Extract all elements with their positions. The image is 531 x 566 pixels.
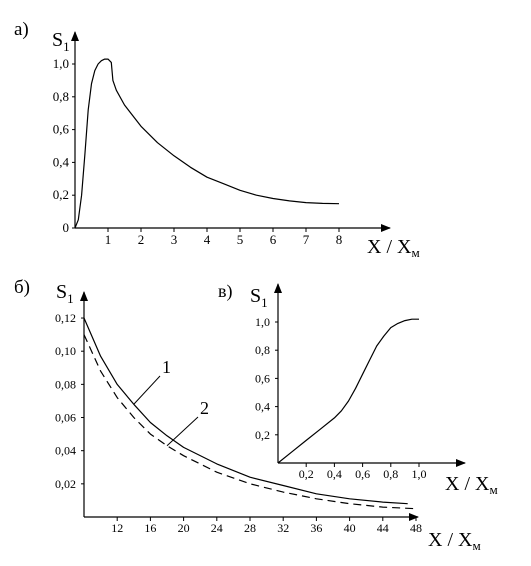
y-tick-label: 0,12 [55,311,76,325]
series-line-1 [74,58,340,229]
series-label: 2 [200,398,209,418]
y-tick-label: 0,04 [55,444,76,458]
chart-panel-a: а) S1X / Xм1 2 3 4 5 6 7 800,20,40,60,81,0 [14,19,420,260]
y-tick-label: 0,6 [53,122,70,137]
x-axis-label-main: X / X [367,236,412,258]
y-axis-label-sub: 1 [67,291,74,306]
x-tick-label: 36 [310,521,322,535]
x-axis-label-sub: м [472,538,480,553]
x-axis-label: X / Xм [445,473,498,497]
y-axis-label-sub: 1 [261,295,268,310]
chart-panel-c: в) S1 X / Xм 0,2 0,4 0,6 0,8 1,0 0,2 0,4 0,6 0,8 1,0 [218,281,498,497]
x-tick-label: 2 [138,232,145,247]
x-axis-label-main: X / X [445,473,490,495]
y-tick-label: 0,8 [53,89,69,104]
x-tick-label: 44 [377,521,389,535]
x-tick-label: 16 [144,521,156,535]
panel-label: а) [14,19,29,40]
y-axis-label-main: S [52,29,63,51]
x-tick-label: 24 [211,521,223,535]
series-line-1 [83,317,408,505]
x-tick-label: 1,0 [412,467,427,481]
y-tick-label: 1,0 [53,56,69,71]
y-tick-label: 0,8 [255,343,270,357]
y-axis-label: S1 [52,29,70,54]
series-line-1 [277,318,419,464]
y-axis-label-sub: 1 [63,39,70,54]
x-axis-label: X / Xм [367,236,420,260]
y-tick-label: 0,2 [53,187,69,202]
y-axis-label: S1 [56,281,74,306]
panel-label: в) [218,281,233,302]
x-tick-label: 12 [111,521,123,535]
x-tick-label: 20 [178,521,190,535]
panel-label: б) [14,277,30,298]
y-tick-label: 0,6 [255,371,270,385]
series-line-2 [83,334,417,510]
x-tick-label: 0,8 [383,467,398,481]
x-tick-label: 48 [410,521,422,535]
x-tick-label: 7 [303,232,310,247]
x-tick-label: 40 [344,521,356,535]
series-label: 1 [162,357,171,377]
x-axis-label-main: X / X [428,529,473,551]
series-callout-leader [166,416,199,447]
y-tick-label: 0,02 [55,477,76,491]
y-axis-label-main: S [56,281,67,303]
x-tick-label: 6 [270,232,277,247]
y-tick-label: 0,08 [55,377,76,391]
x-tick-label: 0,4 [327,467,342,481]
x-axis-label-sub: м [489,482,497,497]
x-axis-label: X / Xм [428,529,481,553]
x-tick-label: 0,2 [299,467,314,481]
x-tick-label: 3 [171,232,178,247]
y-tick-label: 0,10 [55,344,76,358]
y-tick-label: 1,0 [255,315,270,329]
x-tick-label: 32 [277,521,289,535]
x-tick-label: 4 [204,232,211,247]
y-tick-label: 0,2 [255,428,270,442]
y-axis-label: S1 [250,285,268,310]
x-tick-label: 8 [336,232,343,247]
x-tick-label: 5 [237,232,244,247]
y-tick-label: 0,06 [55,411,76,425]
x-tick-label: 1 [105,232,112,247]
x-tick-label: 0,6 [355,467,370,481]
y-tick-label: 0,4 [53,154,70,169]
x-axis-label-sub: м [411,245,419,260]
y-axis-label-main: S [250,285,261,307]
y-tick-label: 0,4 [255,400,270,414]
x-tick-label: 28 [244,521,256,535]
series-callout-leader [133,375,161,405]
y-tick-label: 0 [63,220,70,235]
